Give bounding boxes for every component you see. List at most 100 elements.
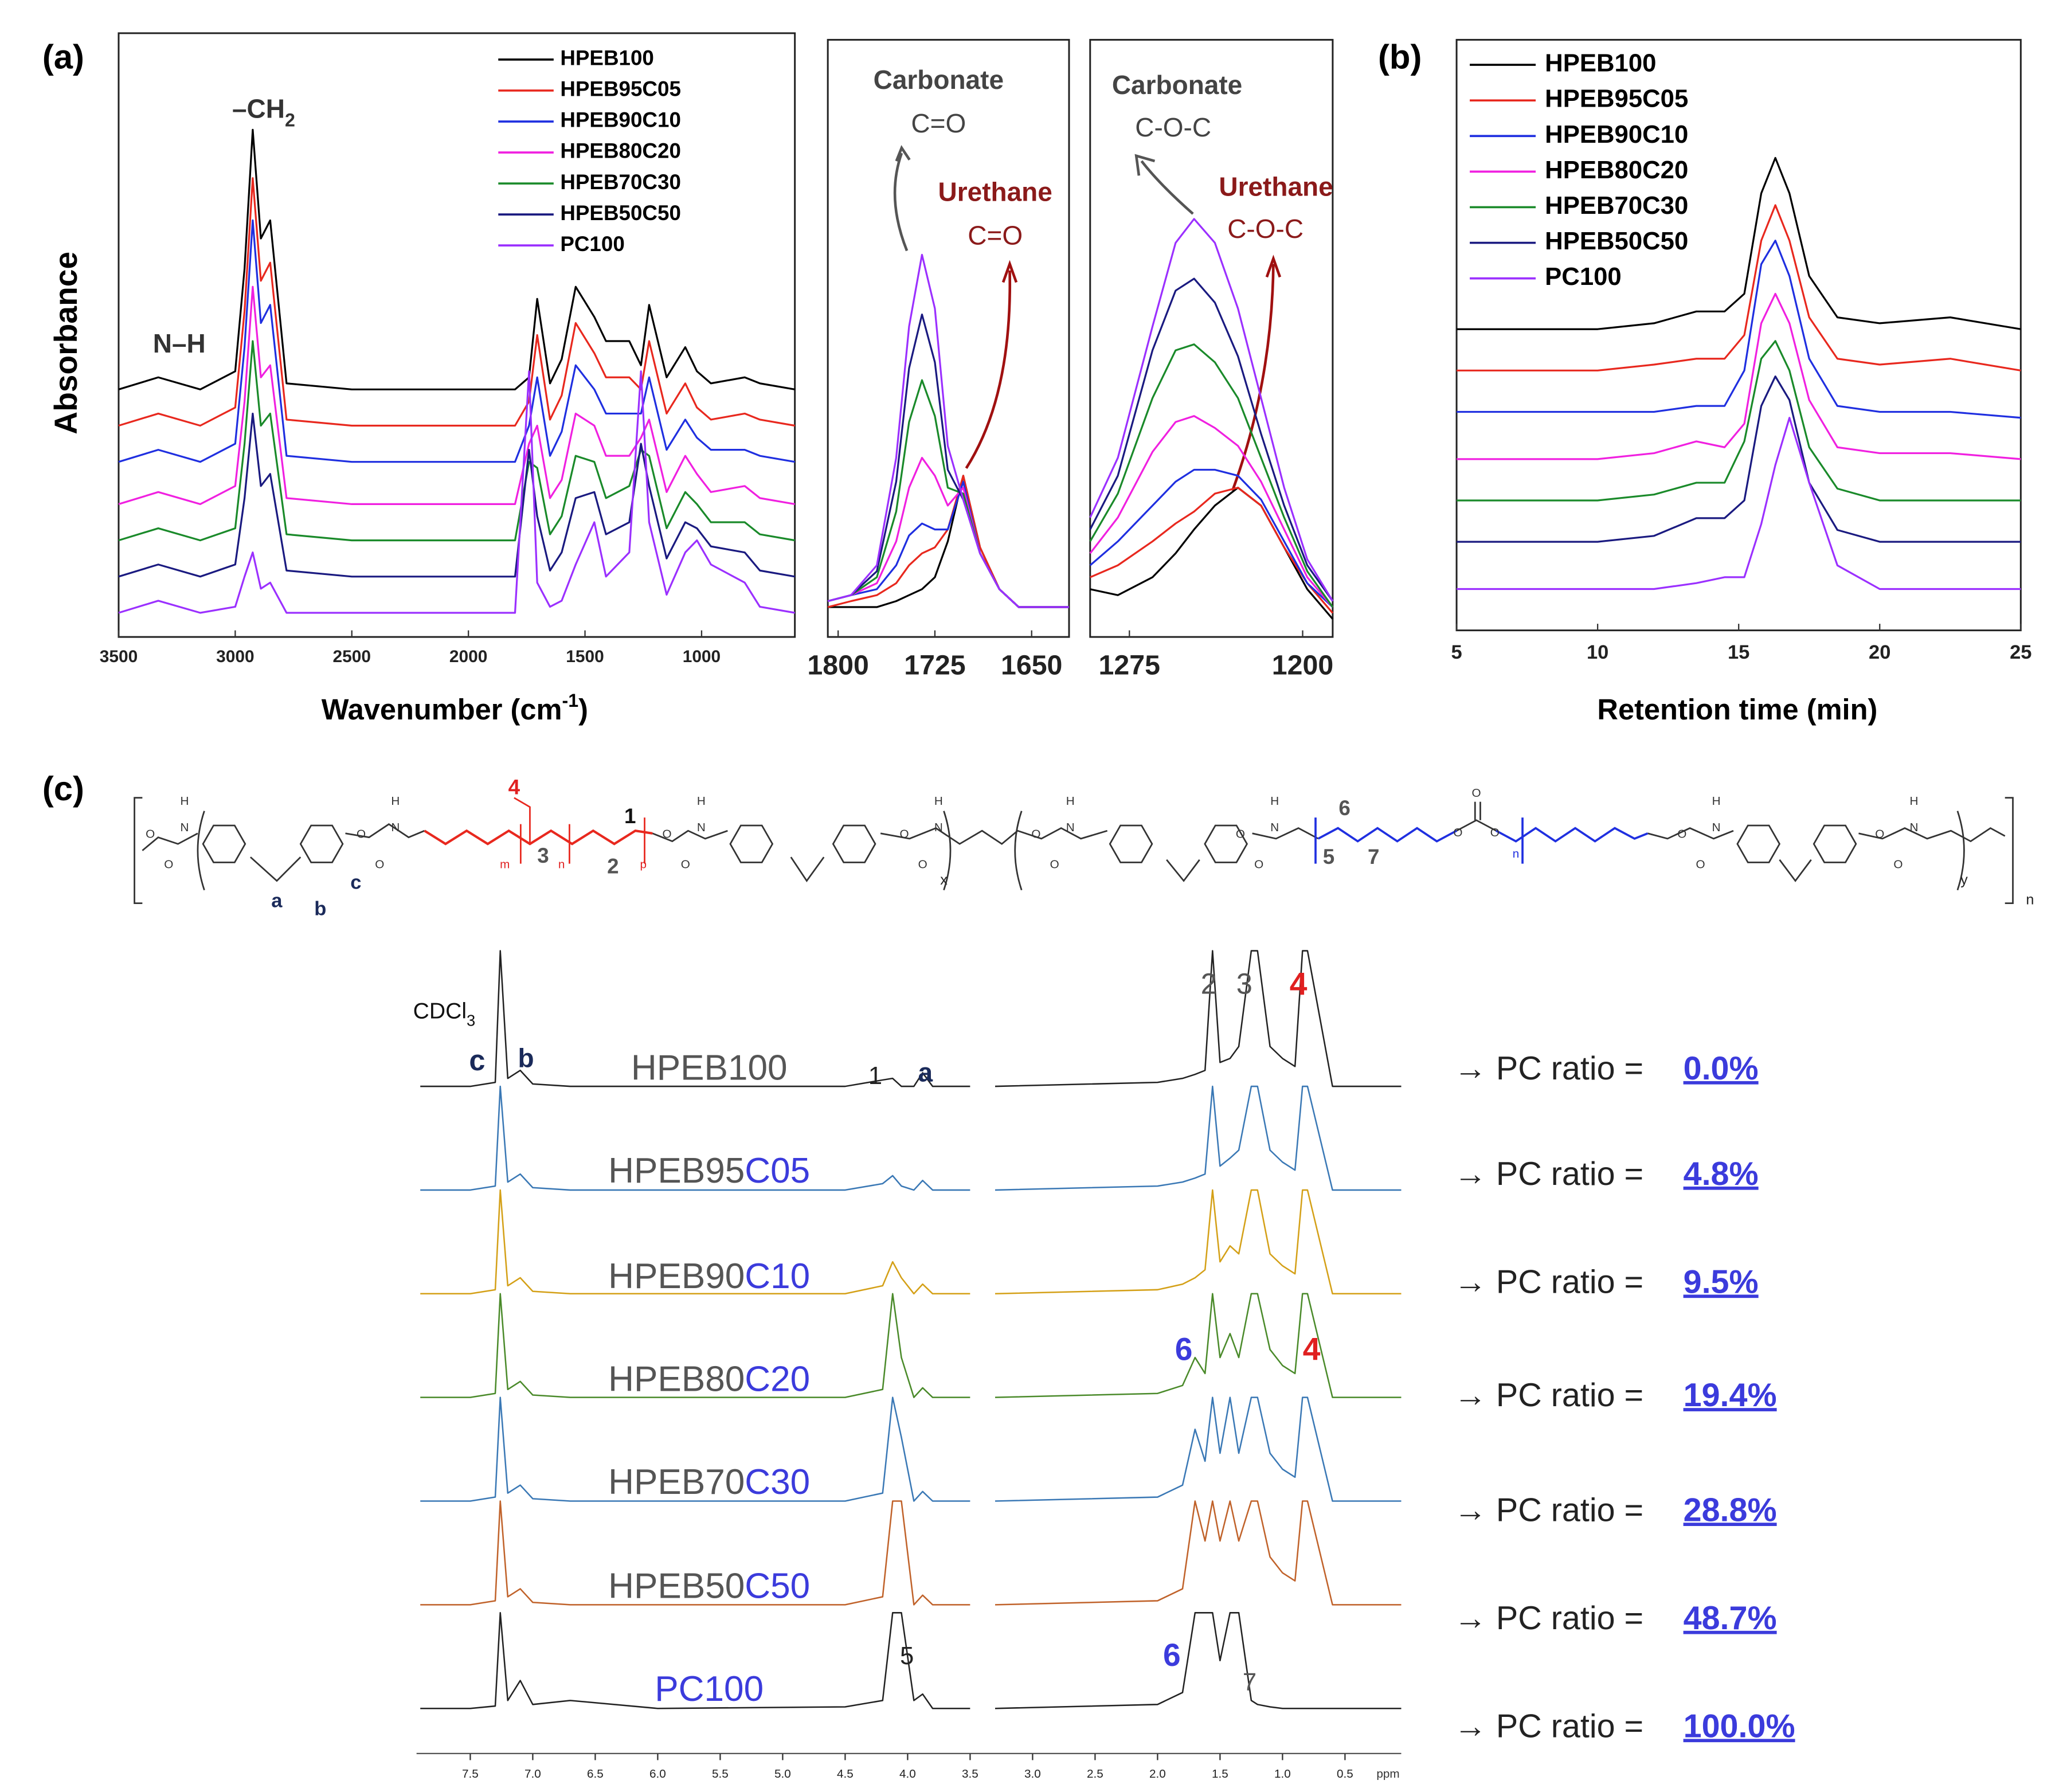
panel-label: (a) xyxy=(42,38,84,76)
annotation: 1 xyxy=(868,1062,882,1090)
series-label-part: HPEB95 xyxy=(608,1151,745,1191)
series-label-part: PC100 xyxy=(655,1669,764,1709)
annotation-text: 6 xyxy=(1163,1637,1181,1673)
series-line xyxy=(1089,343,1334,608)
pc-ratio-value: 28.8% xyxy=(1684,1492,1777,1528)
series-label: HPEB95C05 xyxy=(608,1151,810,1191)
x-tick-label: 4.5 xyxy=(837,1767,854,1781)
ring xyxy=(1204,824,1248,863)
annotation-text: Urethane xyxy=(1219,171,1333,201)
x-axis-label-part: Wavenumber (cm xyxy=(322,694,562,726)
structure-atom: N xyxy=(1066,821,1075,834)
series-line xyxy=(420,1293,1402,1398)
x-tick-label: 2.5 xyxy=(1087,1767,1103,1781)
arrow-head xyxy=(1265,255,1282,278)
plot-frame xyxy=(118,32,796,638)
structure-atom: N xyxy=(1712,821,1721,834)
structure-atom: H xyxy=(1712,795,1721,808)
x-tick-label: 0.5 xyxy=(1337,1767,1353,1781)
x-tick-label: 1275 xyxy=(1099,650,1160,681)
structure-atom: O xyxy=(1254,858,1263,871)
structure-label: c xyxy=(350,871,361,893)
series-line xyxy=(1457,340,2021,502)
bracket xyxy=(2005,797,2014,905)
structure-atom: O xyxy=(146,828,155,841)
structure-atom: O xyxy=(899,828,909,841)
y-axis-label: Absorbance xyxy=(48,252,84,435)
annotation: a xyxy=(918,1058,933,1087)
annotation-text: N–H xyxy=(153,328,206,358)
annotation-sub: 3 xyxy=(467,1011,475,1029)
structure-label: 5 xyxy=(1323,845,1334,868)
structure-label: n xyxy=(1513,847,1520,860)
chain xyxy=(652,827,1108,882)
annotation: 2 xyxy=(1201,968,1217,1000)
annotation: Carbonate xyxy=(1112,70,1242,100)
x-tick-label: 3500 xyxy=(100,647,138,666)
annotation-text: 4 xyxy=(1303,1331,1321,1367)
x-tick-label: 3000 xyxy=(216,647,254,666)
series-line xyxy=(1089,415,1334,608)
x-axis-label-part: ) xyxy=(578,694,588,726)
series-label: HPEB100 xyxy=(631,1048,788,1088)
series-line xyxy=(118,412,795,578)
x-unit: ppm xyxy=(1376,1767,1399,1781)
x-tick-label: 5.0 xyxy=(774,1767,791,1781)
series-line xyxy=(827,253,1069,608)
annotation-text: Carbonate xyxy=(874,65,1004,95)
structure-atom: H xyxy=(180,795,189,808)
structure-atom: N xyxy=(697,821,706,834)
plot-frame xyxy=(1089,38,1334,638)
soft-segment xyxy=(514,797,645,864)
pc-ratio-value: 100.0% xyxy=(1684,1708,1795,1744)
legend-label: PC100 xyxy=(1545,263,1622,291)
structure-atom: N xyxy=(934,821,943,834)
annotation-text: 2 xyxy=(1201,968,1217,1000)
series-line xyxy=(118,370,795,614)
structure-atom: N xyxy=(391,821,400,834)
series-line xyxy=(1457,204,2021,371)
x-tick-label: 1.5 xyxy=(1212,1767,1228,1781)
panel-label: (b) xyxy=(1378,38,1422,76)
series-line xyxy=(1457,292,2021,460)
x-tick-label: 5.5 xyxy=(712,1767,729,1781)
structure-label: n xyxy=(558,858,565,871)
structure-label: p xyxy=(640,858,647,871)
x-tick-label: 2500 xyxy=(333,647,371,666)
annotation: –CH2 xyxy=(232,94,295,130)
structure-atom: H xyxy=(934,795,943,808)
x-tick-label: 5 xyxy=(1451,641,1462,663)
series-line xyxy=(118,177,795,427)
annotation-text: c xyxy=(469,1044,485,1077)
structure-atom: O xyxy=(1050,858,1059,871)
structure-label: 2 xyxy=(607,854,619,878)
structure-atom: N xyxy=(180,821,189,834)
ring xyxy=(1109,824,1153,863)
structure-atom: O xyxy=(1236,828,1245,841)
structure-label: 6 xyxy=(1338,796,1350,820)
legend-label: HPEB50C50 xyxy=(560,201,681,225)
pc-ratio-value: 9.5% xyxy=(1684,1263,1759,1300)
soft-segment xyxy=(1314,817,1649,864)
pc-ratio-label: → PC ratio = xyxy=(1454,1708,1643,1744)
structure-atom: O xyxy=(164,858,173,871)
chart: 3500 3000 2500 2000 1500 1000 Absorbance Wavenu… xyxy=(48,32,796,726)
pc-ratio-label: → PC ratio = xyxy=(1454,1377,1643,1414)
x-axis-label-part: -1 xyxy=(562,690,578,711)
carbonate xyxy=(1456,801,1497,832)
annotation-text: 4 xyxy=(1290,966,1308,1001)
annotation-text: b xyxy=(518,1043,534,1073)
x-axis-label-part: Retention time (min) xyxy=(1597,694,1877,726)
arrow xyxy=(1231,264,1275,491)
x-tick-label: 3.5 xyxy=(962,1767,978,1781)
series-line xyxy=(1457,375,2021,543)
panel-label: (c) xyxy=(42,769,84,808)
series-line xyxy=(118,340,795,542)
arrow-head xyxy=(1001,260,1018,283)
annotation-text: 3 xyxy=(1236,968,1252,1000)
ring xyxy=(299,824,344,863)
series-line xyxy=(1089,468,1334,608)
structure-atom: O xyxy=(681,858,690,871)
pc-ratio-value: 4.8% xyxy=(1684,1156,1759,1192)
